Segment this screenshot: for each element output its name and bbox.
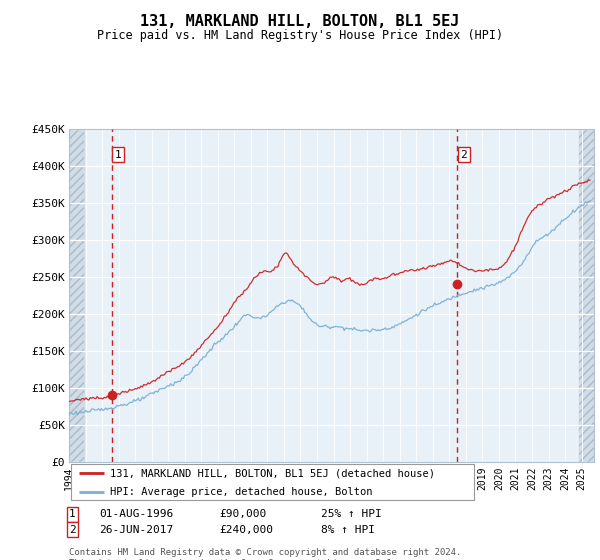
Text: 8% ↑ HPI: 8% ↑ HPI [321, 525, 375, 535]
Text: 1: 1 [69, 509, 76, 519]
Text: 2: 2 [69, 525, 76, 535]
Text: Price paid vs. HM Land Registry's House Price Index (HPI): Price paid vs. HM Land Registry's House … [97, 29, 503, 42]
Text: 131, MARKLAND HILL, BOLTON, BL1 5EJ: 131, MARKLAND HILL, BOLTON, BL1 5EJ [140, 14, 460, 29]
Bar [69, 129, 84, 462]
Text: HPI: Average price, detached house, Bolton: HPI: Average price, detached house, Bolt… [110, 487, 372, 497]
Text: 2: 2 [461, 150, 467, 160]
FancyBboxPatch shape [71, 464, 474, 501]
Text: 01-AUG-1996: 01-AUG-1996 [99, 509, 173, 519]
Text: £90,000: £90,000 [219, 509, 266, 519]
Bar [579, 129, 594, 462]
Text: £240,000: £240,000 [219, 525, 273, 535]
Text: 1: 1 [115, 150, 122, 160]
Text: 131, MARKLAND HILL, BOLTON, BL1 5EJ (detached house): 131, MARKLAND HILL, BOLTON, BL1 5EJ (det… [110, 468, 435, 478]
Text: 25% ↑ HPI: 25% ↑ HPI [321, 509, 382, 519]
Bar [69, 129, 84, 462]
Bar [579, 129, 594, 462]
Text: 26-JUN-2017: 26-JUN-2017 [99, 525, 173, 535]
Text: Contains HM Land Registry data © Crown copyright and database right 2024.
This d: Contains HM Land Registry data © Crown c… [69, 548, 461, 560]
